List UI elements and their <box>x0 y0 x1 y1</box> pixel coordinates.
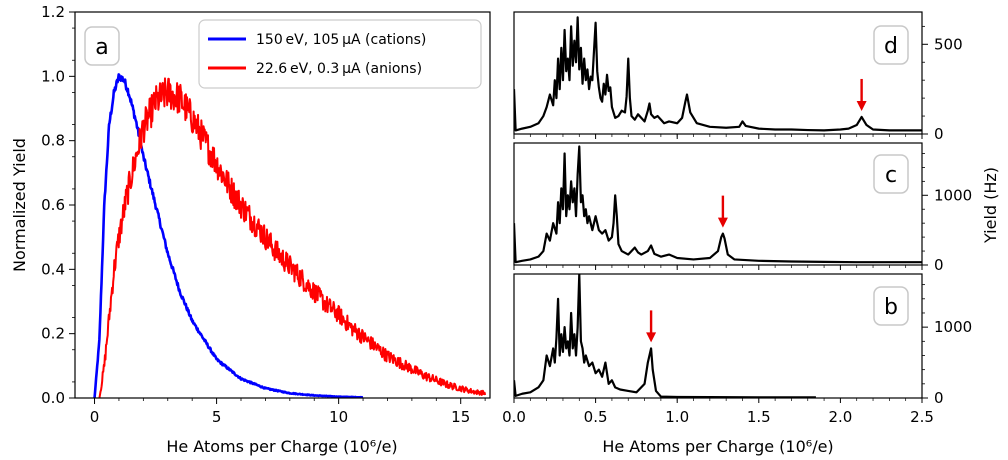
panel-c-chart: 0 1000 c Yield (Hz) <box>513 142 1000 274</box>
panel-a-xtick-label: 15 <box>451 408 470 426</box>
panel-a-legend: 150 eV, 105 μA (cations) 22.6 eV, 0.3 μA… <box>198 19 482 89</box>
panel-c-ytick-label: 0 <box>934 256 944 274</box>
panel-d-ticks: 0 500 <box>513 25 963 143</box>
panel-b-xtick-label: 0.0 <box>502 408 526 426</box>
panel-a-series-group <box>93 73 487 398</box>
panel-d-letter: d <box>884 34 898 59</box>
panel-b-letter: b <box>884 295 898 320</box>
panel-a-ytick-label: 1.2 <box>41 3 65 21</box>
panel-b-xtick-label: 0.5 <box>584 408 608 426</box>
panel-c-series-line <box>514 145 922 264</box>
panel-d-series-group <box>514 16 922 132</box>
panel-b-xlabel: He Atoms per Charge (10⁶/e) <box>602 437 833 456</box>
panel-b-arrow-head <box>646 332 657 343</box>
panel-a-xtick-label: 10 <box>329 408 348 426</box>
panel-b-xtick-label: 2.0 <box>828 408 852 426</box>
panel-a-ytick-label: 0.8 <box>41 132 65 150</box>
panel-a-letter: a <box>95 35 108 60</box>
panel-a-ytick-label: 1.0 <box>41 67 65 85</box>
panel-b-series-group <box>514 274 816 398</box>
panel-c-frame <box>513 142 923 266</box>
panel-a-ticks: 0 5 10 15 0.0 0.2 0.4 0.6 0.8 1.0 1.2 <box>41 3 486 426</box>
panel-c-arrow-head <box>717 217 728 228</box>
panel-a-ytick-label: 0.6 <box>41 196 65 214</box>
panel-a-ylabel: Normalized Yield <box>10 138 29 272</box>
panel-b-frame <box>513 273 923 399</box>
panel-d-letter-box <box>873 25 909 65</box>
panel-b-ticks: 0 1000 0.0 0.5 1.0 1.5 2.0 2.5 <box>502 284 972 426</box>
panel-d-series-line <box>514 16 922 132</box>
panel-c-ytick-label: 1000 <box>934 186 972 204</box>
panel-a-ytick-label: 0.0 <box>41 389 65 407</box>
panel-b-chart: 0 1000 0.0 0.5 1.0 1.5 2.0 2.5 b He Atoms per C… <box>502 273 972 456</box>
panel-b-xtick-label: 1.0 <box>665 408 689 426</box>
panel-a-chart: 0 5 10 15 0.0 0.2 0.4 0.6 0.8 1.0 1.2 He Atoms per… <box>10 3 491 456</box>
panel-d-chart: 0 500 d <box>513 11 963 143</box>
panel-c-series-group <box>514 145 922 264</box>
panel-a-ytick-label: 0.2 <box>41 325 65 343</box>
panel-a-xtick-label: 0 <box>90 408 100 426</box>
panel-b-letter-box <box>873 286 909 326</box>
panel-d-arrow-head <box>856 100 867 111</box>
panel-d-ytick-label: 500 <box>934 35 963 53</box>
panel-b-ytick-label: 1000 <box>934 318 972 336</box>
right-ylabel: Yield (Hz) <box>981 167 1000 244</box>
panel-a-ytick-label: 0.4 <box>41 260 65 278</box>
panel-b-ytick-label: 0 <box>934 389 944 407</box>
panel-a-series-line-1 <box>98 77 487 398</box>
legend-label-cations: 150 eV, 105 μA (cations) <box>256 32 426 48</box>
panel-c-letter-box <box>873 154 909 194</box>
panel-c-letter: c <box>885 163 897 188</box>
panel-d-ytick-label: 0 <box>934 125 944 143</box>
panel-b-series-line <box>514 274 816 398</box>
panel-a-xtick-label: 5 <box>212 408 222 426</box>
panel-d-frame <box>513 11 923 135</box>
panel-b-xtick-label: 1.5 <box>747 408 771 426</box>
panel-c-ticks: 0 1000 <box>513 153 972 274</box>
legend-label-anions: 22.6 eV, 0.3 μA (anions) <box>256 61 422 77</box>
panel-a-letter-box <box>84 26 120 66</box>
panel-b-xtick-label: 2.5 <box>910 408 934 426</box>
panel-a-xlabel: He Atoms per Charge (10⁶/e) <box>166 437 397 456</box>
legend-box <box>198 19 482 89</box>
